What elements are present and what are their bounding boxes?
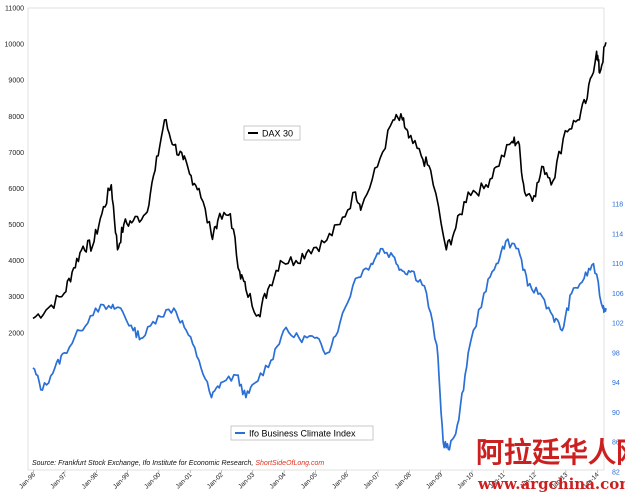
- x-tick-label: Jan-01: [175, 471, 194, 490]
- x-tick-label: Jan-04: [269, 471, 288, 490]
- right-tick-label: 102: [612, 321, 624, 328]
- x-tick-label: Jan-99: [112, 471, 131, 490]
- source-text: Source: Frankfurt Stock Exchange, Ifo In…: [32, 460, 255, 467]
- right-axis: 82 86 90 94 98 102 106 110 114 118: [612, 202, 624, 477]
- left-tick-label: 9000: [8, 78, 24, 85]
- left-tick-label: 6000: [8, 186, 24, 193]
- left-tick-label: 8000: [8, 114, 24, 121]
- series-layer: [32, 42, 607, 451]
- x-tick-label: Jan-02: [206, 471, 225, 490]
- right-tick-label: 94: [612, 380, 620, 387]
- x-tick-label: Jan-10: [456, 471, 475, 490]
- left-tick-label: 3000: [8, 294, 24, 301]
- right-tick-label: 110: [612, 261, 623, 268]
- x-tick-label: Jan-08: [394, 471, 413, 490]
- right-tick-label: 118: [612, 202, 623, 209]
- right-tick-label: 82: [612, 470, 620, 477]
- x-tick-label: Jan-06: [331, 471, 350, 490]
- x-tick-label: Jan-03: [237, 471, 256, 490]
- series-line-ifo: [32, 238, 607, 451]
- x-tick-label: Jan-05: [300, 471, 319, 490]
- watermark-logo: 阿拉廷华人网: [476, 436, 625, 469]
- legend-label-ifo: Ifo Business Climate Index: [249, 429, 356, 439]
- watermark-url: www.argchina.com: [477, 475, 625, 493]
- left-tick-label: 4000: [8, 258, 24, 265]
- left-tick-label: 11000: [5, 6, 24, 13]
- chart-plot-area: [27, 7, 605, 471]
- source-note: Source: Frankfurt Stock Exchange, Ifo In…: [32, 460, 324, 467]
- x-tick-label: Jan-98: [81, 471, 100, 490]
- x-tick-label: Jan-96: [18, 471, 37, 490]
- legend-ifo: Ifo Business Climate Index: [230, 425, 374, 441]
- right-tick-label: 98: [612, 350, 620, 357]
- x-tick-label: Jan-97: [49, 471, 68, 490]
- left-tick-label: 10000: [5, 42, 25, 49]
- left-tick-label: 5000: [8, 222, 24, 229]
- series-line-dax: [32, 42, 607, 320]
- left-axis: 2000 3000 4000 5000 6000 7000 8000 9000 10000 110…: [5, 6, 25, 338]
- legend-label-dax: DAX 30: [262, 129, 293, 139]
- left-tick-label: 7000: [8, 150, 24, 157]
- x-tick-label: Jan-00: [143, 471, 162, 490]
- plot-frame: [27, 7, 605, 471]
- x-tick-label: Jan-07: [362, 471, 381, 490]
- right-tick-label: 106: [612, 291, 624, 298]
- right-tick-label: 114: [612, 231, 623, 238]
- x-tick-label: Jan-09: [425, 471, 444, 490]
- right-tick-label: 90: [612, 410, 620, 417]
- right-tick-label: 86: [612, 440, 620, 447]
- source-brand: ShortSideOfLong.com: [255, 460, 324, 467]
- legend-dax: DAX 30: [243, 125, 301, 141]
- left-tick-label: 2000: [8, 330, 24, 337]
